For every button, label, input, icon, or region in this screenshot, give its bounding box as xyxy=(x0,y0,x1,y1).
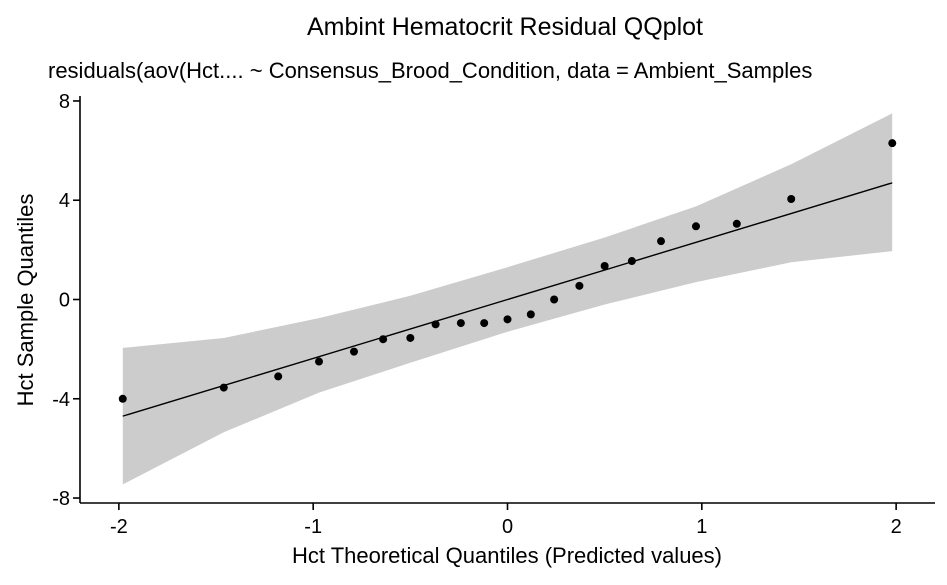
data-point xyxy=(315,357,324,366)
data-point xyxy=(888,139,897,148)
data-point xyxy=(431,320,440,329)
data-point xyxy=(691,222,700,231)
y-tick-label: -4 xyxy=(52,389,70,411)
data-point xyxy=(787,194,796,203)
y-tick-label: 0 xyxy=(59,290,70,312)
data-point xyxy=(627,257,636,266)
data-point xyxy=(503,315,512,324)
data-point xyxy=(349,347,358,356)
x-tick-label: 0 xyxy=(502,516,513,538)
data-point xyxy=(550,295,559,304)
chart-subtitle: residuals(aov(Hct.... ~ Consensus_Brood_… xyxy=(48,58,812,83)
points-layer xyxy=(118,139,897,403)
data-point xyxy=(406,333,415,342)
reference-line-layer xyxy=(122,182,893,417)
data-point xyxy=(657,237,666,246)
data-point xyxy=(456,319,465,328)
data-point xyxy=(575,281,584,290)
x-axis-title: Hct Theoretical Quantiles (Predicted val… xyxy=(292,543,722,568)
y-tick-label: -8 xyxy=(52,488,70,510)
data-point xyxy=(480,319,489,328)
data-point xyxy=(526,310,535,319)
x-tick-label: -1 xyxy=(304,516,322,538)
x-tick-label: 1 xyxy=(696,516,707,538)
data-point xyxy=(732,219,741,228)
y-tick-label: 4 xyxy=(59,190,70,212)
data-point xyxy=(379,335,388,344)
y-axis-title: Hct Sample Quantiles xyxy=(13,194,38,407)
data-point xyxy=(600,261,609,270)
x-tick-label: 2 xyxy=(891,516,902,538)
chart-title: Ambint Hematocrit Residual QQplot xyxy=(307,13,703,41)
y-tick-label: 8 xyxy=(59,91,70,113)
ticks-layer: -2 -1 0 1 2 -8 -4 0 4 8 xyxy=(52,91,901,538)
reference-line xyxy=(122,182,893,417)
data-point xyxy=(219,383,228,392)
x-tick-label: -2 xyxy=(110,516,128,538)
data-point xyxy=(274,372,283,381)
data-point xyxy=(118,394,127,403)
